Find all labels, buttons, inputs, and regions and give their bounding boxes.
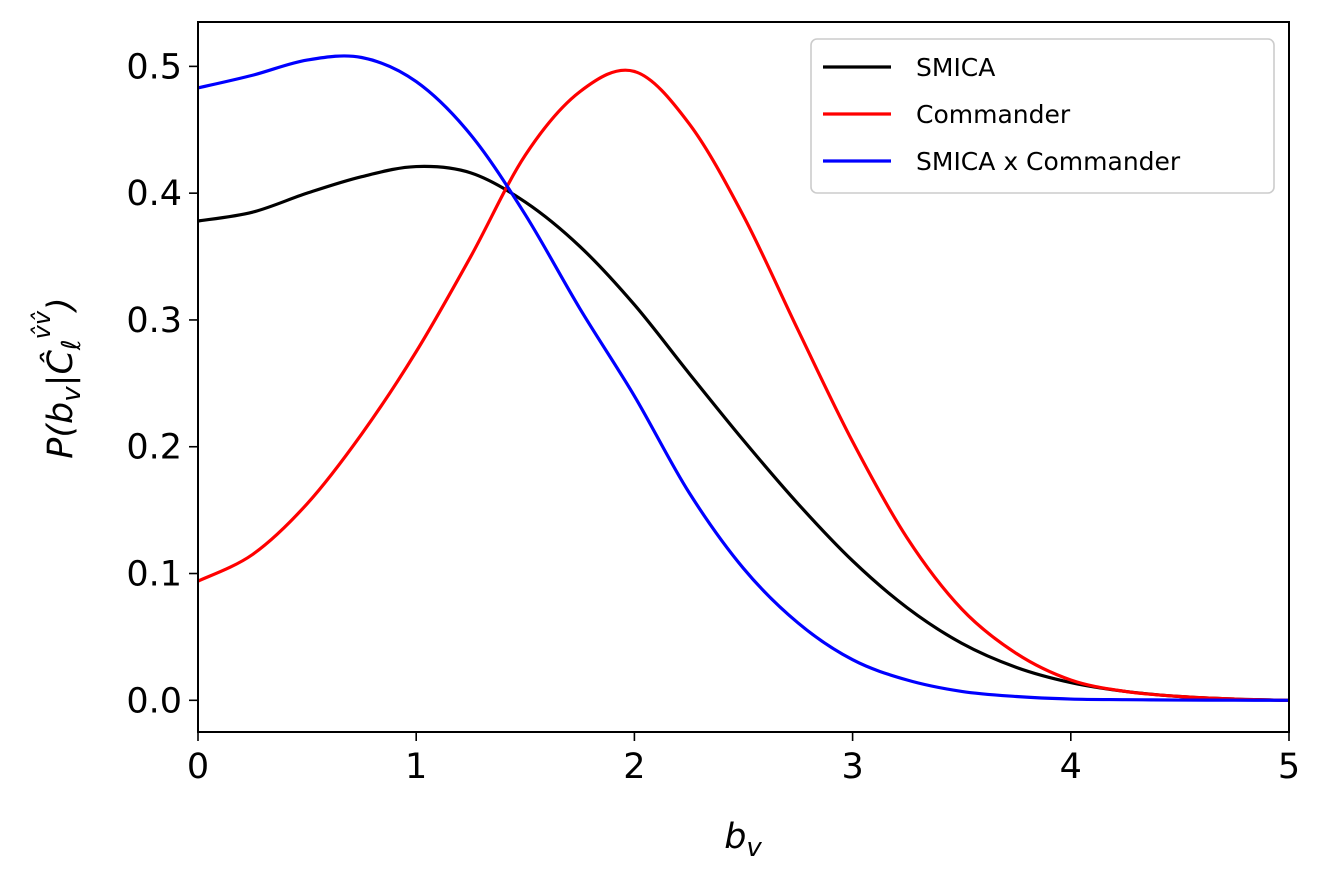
axes-layer xyxy=(197,21,1290,733)
legend-label-commander: Commander xyxy=(916,100,1071,129)
series-layer xyxy=(198,54,1289,702)
y-axis-title-p: P(b xyxy=(41,402,81,459)
x-tick-label: 4 xyxy=(1060,747,1082,787)
y-axis-title-sub-l: ℓ xyxy=(57,339,87,351)
legend-label-smica-x-commander: SMICA x Commander xyxy=(916,147,1181,176)
series-line-smica-x-commander xyxy=(198,54,1289,702)
x-axis-title-sub: v xyxy=(746,833,762,863)
series-line-commander xyxy=(198,68,1289,702)
legend-box xyxy=(810,38,1275,194)
x-axis-title: bv xyxy=(724,817,762,863)
x-axis-title-main: b xyxy=(724,817,746,857)
y-axis-title-bar: |Ĉ xyxy=(39,350,81,387)
svg-text:P(bv|Ĉℓv̂v̂): P(bv|Ĉℓv̂v̂) xyxy=(28,297,87,458)
ticks-layer: 0 1 2 3 4 5 0.0 0.1 0.2 0.3 0.4 0.5 xyxy=(126,47,1300,787)
y-tick-label: 0.4 xyxy=(126,174,182,214)
x-tick-label: 0 xyxy=(187,747,209,787)
y-axis-title-sup: v̂v̂ xyxy=(28,310,56,339)
y-axis-title-sub-v: v xyxy=(57,386,87,402)
x-tick-label: 5 xyxy=(1278,747,1300,787)
y-tick-label: 0.0 xyxy=(126,681,182,721)
legend: SMICA Commander SMICA x Commander xyxy=(810,38,1275,194)
y-axis-title: P(bv|Ĉℓv̂v̂) xyxy=(28,297,87,458)
y-tick-label: 0.3 xyxy=(126,301,182,341)
y-tick-label: 0.1 xyxy=(126,555,182,595)
x-tick-label: 3 xyxy=(841,747,863,787)
y-tick-label: 0.5 xyxy=(126,47,182,87)
y-tick-label: 0.2 xyxy=(126,428,182,468)
x-tick-label: 1 xyxy=(405,747,427,787)
y-axis-title-close: ) xyxy=(41,297,81,314)
x-tick-label: 2 xyxy=(623,747,645,787)
legend-label-smica: SMICA xyxy=(916,53,995,82)
plot-frame xyxy=(197,21,1290,733)
